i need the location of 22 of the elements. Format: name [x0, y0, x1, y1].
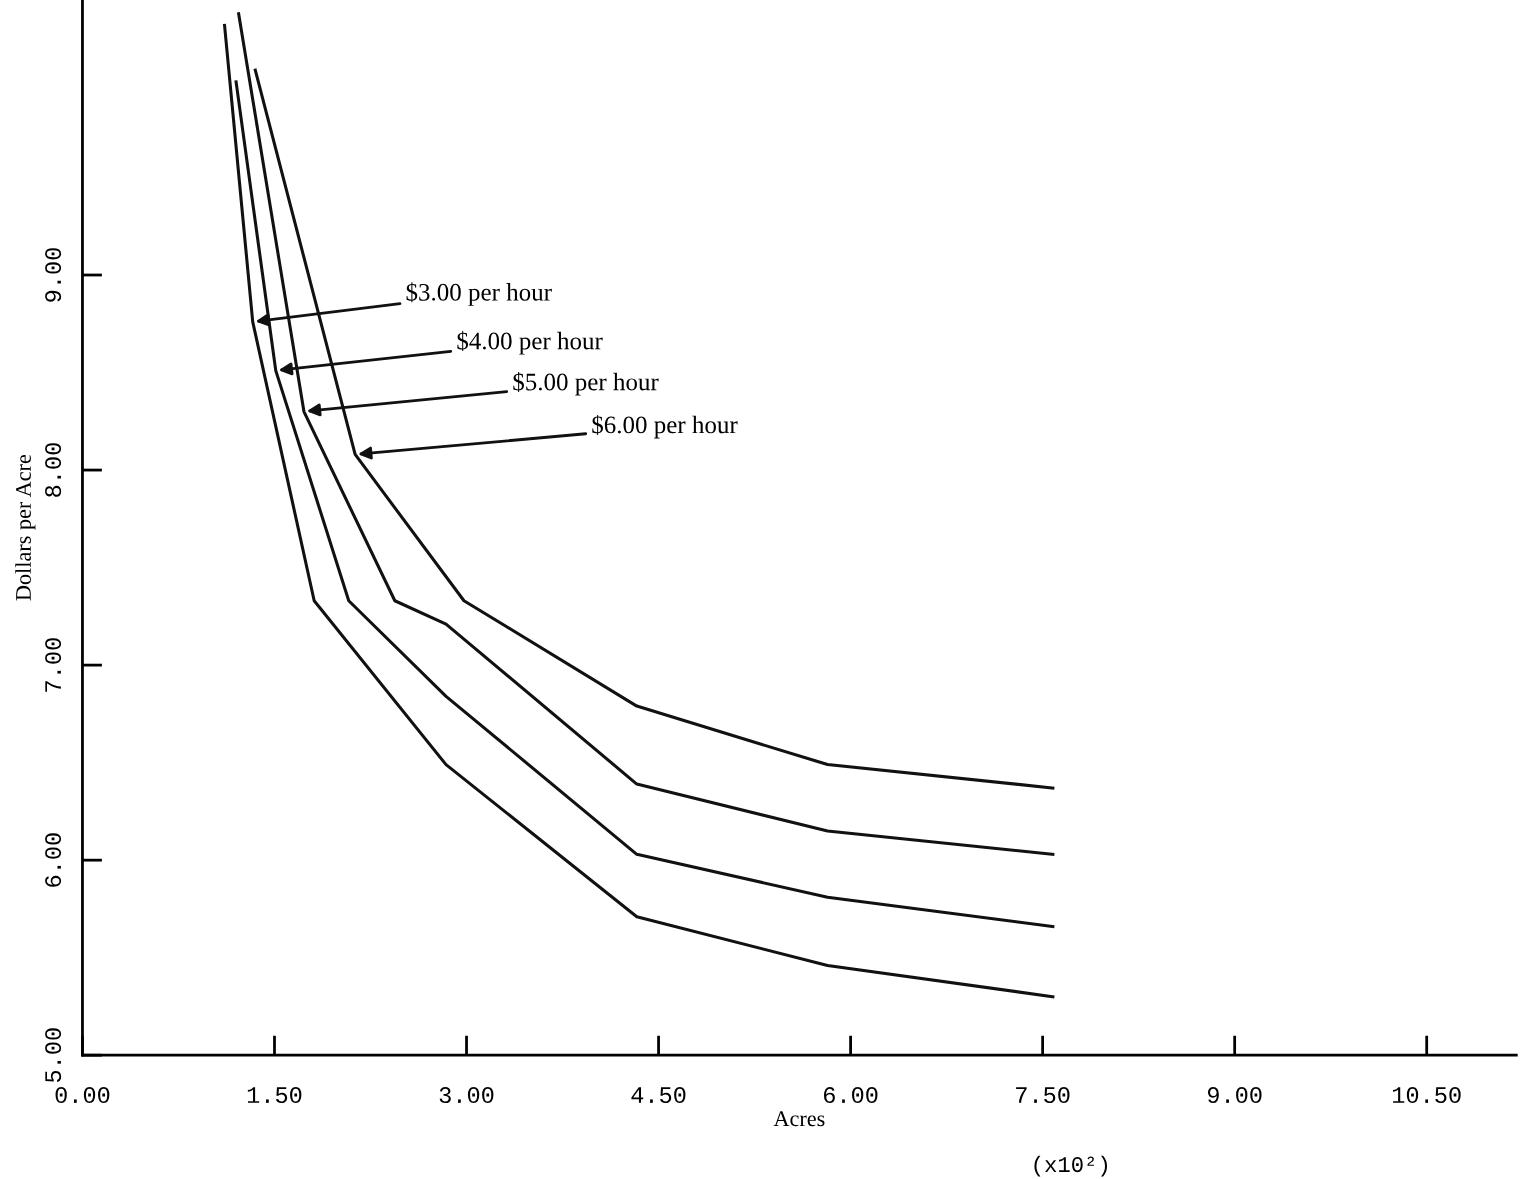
x-tick-label: 3.00	[439, 1087, 494, 1104]
x-tick-label: 7.50	[1016, 1087, 1070, 1104]
y-axis-title: Dollars per Acre	[15, 454, 36, 601]
annotation: $6.00 per hour	[592, 414, 738, 439]
line-series	[237, 12, 1055, 856]
y-tick-label: 8.00	[45, 443, 62, 497]
y-tick-label: 7.00	[45, 638, 62, 692]
x-tick-label: 10.50	[1392, 1087, 1461, 1104]
y-tick-label: 5.00	[45, 1028, 62, 1083]
x-axis-title: Acres	[773, 1111, 825, 1127]
annotation: $4.00 per hour	[457, 331, 603, 355]
x-tick-label: 0.00	[55, 1087, 110, 1104]
text: (x10²)	[1034, 1155, 1108, 1177]
y-tick-label: 6.00	[45, 833, 62, 887]
annotation: $5.00 per hour	[513, 372, 659, 396]
x-tick-label: 6.00	[823, 1087, 878, 1104]
x-tick-label: 9.00	[1207, 1087, 1262, 1104]
y-tick-label: 9.00	[45, 248, 62, 302]
x-tick-label: 4.50	[631, 1087, 686, 1104]
line-series	[253, 68, 1055, 790]
annotation: $3.00 per hour	[406, 282, 552, 306]
x-tick-label: 1.50	[247, 1087, 302, 1104]
